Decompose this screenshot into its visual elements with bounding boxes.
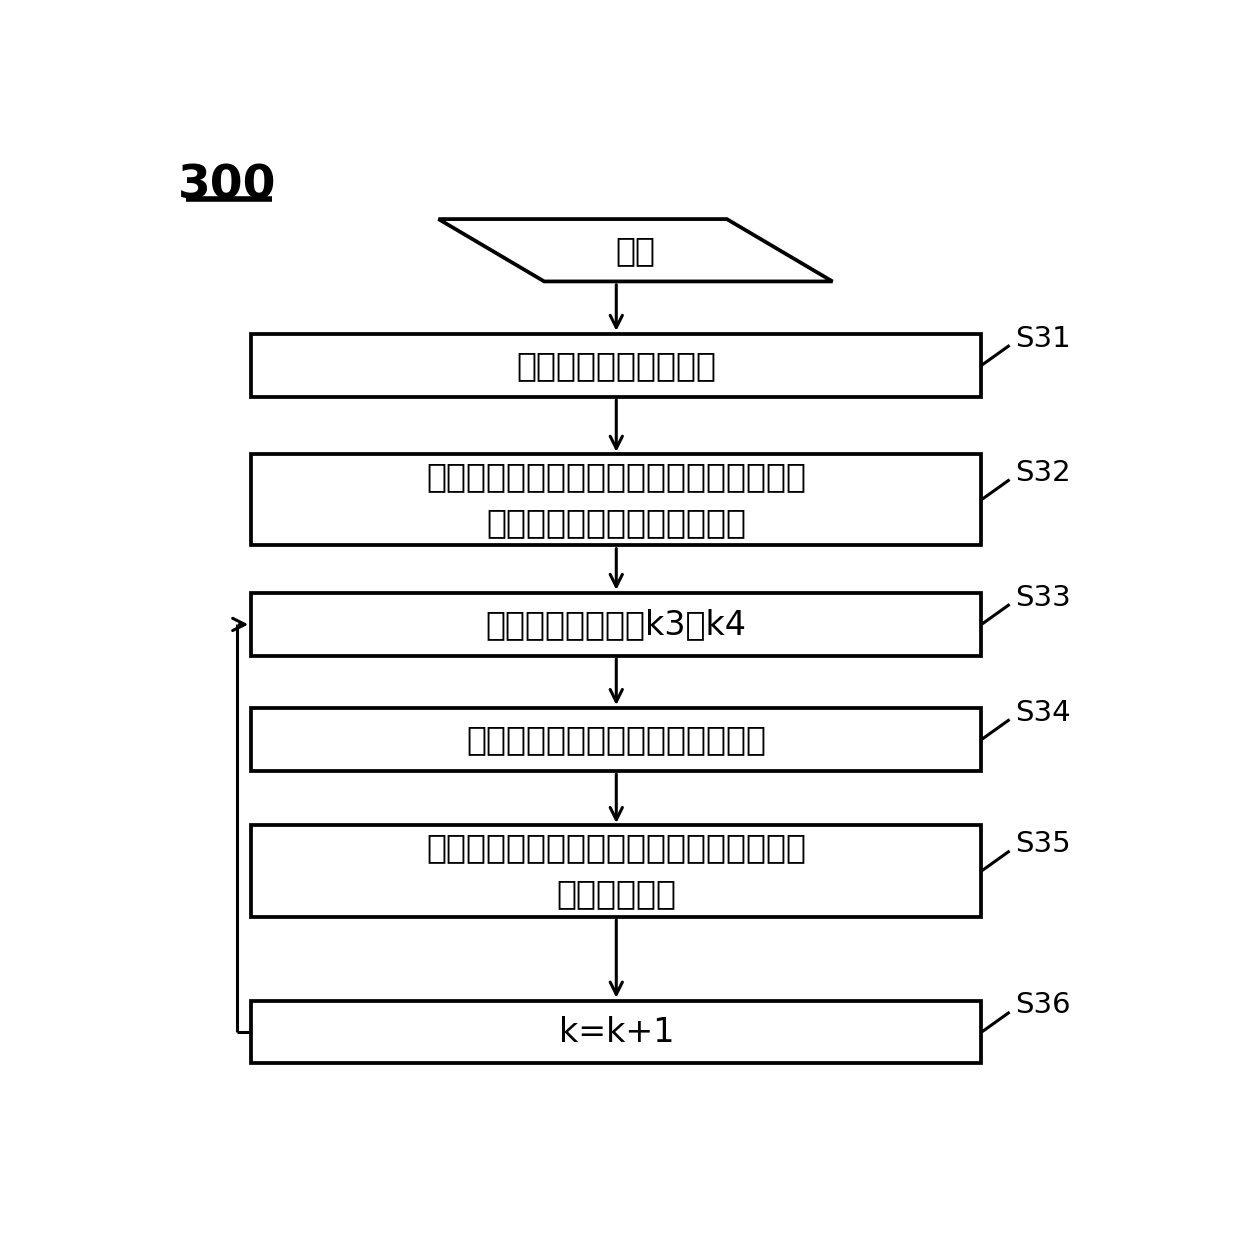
Text: 确定最优调节参数k3和k4: 确定最优调节参数k3和k4 — [486, 608, 746, 640]
Text: S31: S31 — [1016, 324, 1071, 353]
Text: 调节电极位置和有载调压开关档位: 调节电极位置和有载调压开关档位 — [466, 723, 766, 756]
Text: S34: S34 — [1016, 699, 1070, 726]
Text: 开始: 开始 — [615, 234, 656, 267]
Text: 在当前调节时段内保持电极位置和有载调压
开关档位不变: 在当前调节时段内保持电极位置和有载调压 开关档位不变 — [427, 831, 806, 911]
Text: 设定电极阻抗调节区间、电压调节区间、电
阻调节步长以及电压调节步长: 设定电极阻抗调节区间、电压调节区间、电 阻调节步长以及电压调节步长 — [427, 460, 806, 540]
Text: S32: S32 — [1016, 459, 1070, 487]
Text: 300: 300 — [177, 163, 277, 208]
Text: S36: S36 — [1016, 992, 1070, 1019]
Text: S33: S33 — [1016, 583, 1071, 612]
Bar — [250, 1001, 982, 1063]
Text: S35: S35 — [1016, 830, 1070, 858]
Bar — [250, 334, 982, 396]
Bar — [250, 454, 982, 546]
Text: k=k+1: k=k+1 — [558, 1015, 675, 1049]
Text: 设定目标功率变化曲线: 设定目标功率变化曲线 — [516, 349, 717, 381]
Bar — [250, 709, 982, 771]
Bar — [250, 593, 982, 655]
Bar — [250, 825, 982, 917]
